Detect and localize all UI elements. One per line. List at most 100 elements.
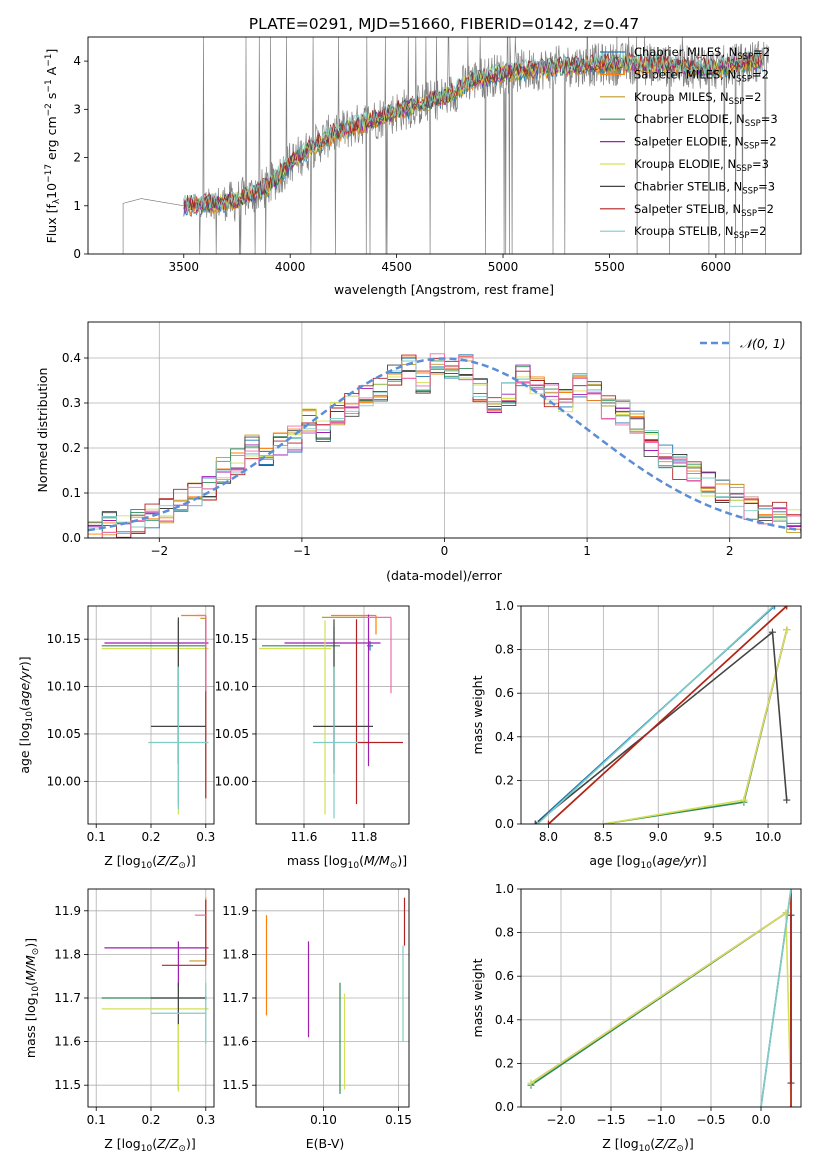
legend-label-6: Chabrier STELIB, NSSP=3 [634, 179, 775, 196]
weight-vs-Z-xtick-label-3: −0.5 [696, 1113, 725, 1127]
spectrum-xtick-label-0: 3500 [169, 260, 200, 274]
mass-vs-ebv-xlabel: E(B-V) [306, 1136, 345, 1151]
mass-vs-Z-ylabel: mass [log10(M/M⊙)] [23, 938, 41, 1058]
weight-vs-age-ytick-label-3: 0.6 [495, 686, 514, 700]
residuals-xtick-label-2: 0 [441, 544, 449, 558]
weight-vs-age-plot-area [521, 606, 801, 824]
age-vs-Z-ylabel: age [log10(age/yr)] [17, 656, 35, 773]
mass-vs-ebv-xtick-label-1: 0.15 [385, 1113, 412, 1127]
residuals-xtick-label-3: 1 [583, 544, 591, 558]
mass-vs-Z-ytick-label-3: 11.8 [54, 947, 81, 961]
age-vs-mass-ytick-label-0: 10.00 [215, 774, 249, 788]
figure-title: PLATE=0291, MJD=51660, FIBERID=0142, z=0… [249, 15, 639, 33]
residuals-ytick-label-2: 0.2 [62, 441, 81, 455]
mass-vs-ebv-panel: 0.10 0.15 11.5 11.6 11.7 11.8 11.9 E(B-V) [222, 888, 412, 1151]
age-vs-mass-axes: 11.6 11.8 10.00 10.05 10.10 10.15 [215, 605, 410, 844]
age-vs-Z-xlabel: Z [log10(Z/Z⊙)] [104, 853, 195, 871]
weight-vs-Z-ytick-label-0: 0.0 [495, 1100, 514, 1114]
residuals-legend: 𝒩(0, 1) [700, 336, 786, 351]
age-vs-mass-ytick-label-3: 10.15 [215, 632, 249, 646]
weight-vs-age-panel: 8.0 8.5 9.0 9.5 10.0 0.0 0.2 0.4 0.6 0.8 1.0 age [… [470, 599, 802, 871]
age-vs-mass-plot-area [256, 606, 409, 824]
age-vs-mass-frame [255, 605, 410, 825]
age-vs-Z-axes: 0.1 0.2 0.3 10.00 10.05 10.10 10.15 [47, 605, 215, 844]
mass-vs-ebv-ytick-label-2: 11.7 [222, 991, 249, 1005]
weight-vs-Z-xtick-label-1: −1.5 [596, 1113, 625, 1127]
legend-label-4: Salpeter ELODIE, NSSP=2 [634, 135, 777, 152]
age-vs-Z-ytick-label-2: 10.10 [47, 680, 81, 694]
residuals-axes: −2 −1 0 1 2 0.0 0.1 0.2 0.3 0.4 [62, 321, 802, 558]
legend-label-8: Kroupa STELIB, NSSP=2 [634, 224, 766, 241]
age-vs-mass-ytick-label-1: 10.05 [215, 727, 249, 741]
spectrum-ytick-label-4: 4 [73, 54, 81, 68]
mass-vs-Z-ytick-label-1: 11.6 [54, 1035, 81, 1049]
weight-vs-age-xtick-label-0: 8.0 [539, 830, 558, 844]
mass-vs-ebv-xtick-label-0: 0.10 [310, 1113, 337, 1127]
weight-vs-age-axes: 8.0 8.5 9.0 9.5 10.0 0.0 0.2 0.4 0.6 0.8 1.0 [495, 599, 802, 844]
weight-vs-Z-xtick-label-2: −1.0 [646, 1113, 675, 1127]
model-spectrum-salpeter-stelib [183, 50, 763, 211]
spectrum-frame [87, 36, 802, 255]
residuals-plot-area [88, 322, 801, 538]
residuals-xtick-label-0: −2 [150, 544, 168, 558]
legend-label-7: Salpeter STELIB, NSSP=2 [634, 202, 774, 219]
normal-curve [88, 357, 801, 532]
spectrum-xtick-label-1: 4000 [275, 260, 306, 274]
legend-label-0: Chabrier MILES, NSSP=2 [634, 45, 770, 62]
residuals-ylabel: Normed distribution [35, 368, 50, 493]
weight-vs-age-marker-6-1 [768, 628, 776, 636]
weight-vs-age-ytick-label-2: 0.4 [495, 730, 514, 744]
residuals-xlabel: (data-model)/error [386, 568, 503, 583]
spectrum-ytick-label-1: 1 [73, 199, 81, 213]
age-vs-mass-xtick-label-1: 11.8 [351, 830, 378, 844]
weight-vs-Z-xlabel: Z [log10(Z/Z⊙)] [602, 1136, 693, 1154]
age-vs-Z-xtick-label-1: 0.2 [141, 830, 160, 844]
weight-vs-age-xtick-label-1: 8.5 [594, 830, 613, 844]
weight-vs-age-ytick-label-4: 0.8 [495, 643, 514, 657]
residuals-ytick-label-4: 0.4 [62, 351, 81, 365]
age-vs-mass-xlabel: mass [log10(M/M⊙)] [287, 853, 407, 871]
weight-vs-age-marker-8-0 [533, 820, 541, 824]
weight-vs-age-ytick-label-0: 0.0 [495, 817, 514, 831]
residual-hist-extra_pink [88, 353, 801, 538]
weight-vs-Z-axes: −2.0 −1.5 −1.0 −0.5 0.0 0.0 0.2 0.4 0.6 0.8 1.0 [495, 882, 802, 1127]
spectrum-legend: Chabrier MILES, NSSP=2 Salpeter MILES, NS… [600, 45, 778, 241]
weight-vs-age-ytick-label-1: 0.2 [495, 773, 514, 787]
weight-vs-age-xtick-label-4: 10.0 [755, 830, 782, 844]
age-vs-Z-xtick-label-2: 0.3 [196, 830, 215, 844]
mass-vs-ebv-plot-area [256, 889, 409, 1107]
spectrum-xtick-label-5: 6000 [701, 260, 732, 274]
weight-vs-age-marker-6-0 [531, 820, 539, 824]
residuals-ytick-label-3: 0.3 [62, 396, 81, 410]
mass-vs-ebv-ytick-label-4: 11.9 [222, 904, 249, 918]
spectrum-ytick-label-0: 0 [73, 247, 81, 261]
weight-vs-age-marker-0-1 [771, 606, 779, 610]
weight-vs-age-marker-5-2 [783, 626, 791, 634]
weight-vs-age-xlabel: age [log10(age/yr)] [589, 853, 706, 871]
mass-vs-ebv-ytick-label-3: 11.8 [222, 947, 249, 961]
spectrum-xtick-label-2: 4500 [381, 260, 412, 274]
spectrum-plot-area [122, 37, 770, 254]
age-vs-mass-panel: 11.6 11.8 10.00 10.05 10.10 10.15 mass [log10… [215, 605, 410, 871]
residuals-xtick-label-1: −1 [293, 544, 311, 558]
weight-vs-age-frame [520, 605, 802, 825]
residuals-ytick-label-1: 0.1 [62, 486, 81, 500]
weight-vs-age-marker-5-0 [599, 820, 607, 824]
mass-vs-ebv-ytick-label-1: 11.6 [222, 1035, 249, 1049]
mass-vs-Z-ytick-label-2: 11.7 [54, 991, 81, 1005]
age-vs-Z-ytick-label-3: 10.15 [47, 632, 81, 646]
age-vs-mass-ytick-label-2: 10.10 [215, 680, 249, 694]
weight-vs-age-ylabel: mass weight [470, 675, 485, 754]
weight-vs-Z-ytick-label-1: 0.2 [495, 1056, 514, 1070]
age-vs-Z-xtick-label-0: 0.1 [87, 830, 106, 844]
model-spectrum-kroupa-stelib [183, 50, 763, 211]
spectrum-panel: 3500 4000 4500 5000 5500 6000 0 1 2 3 4 wavelength… [44, 36, 802, 297]
age-vs-Z-plot-area [88, 606, 214, 824]
weight-vs-Z-marker-7-0 [787, 1103, 795, 1107]
spectrum-ylabel: Flux [fλ10−17 erg cm−2 s−1 A−1] [44, 49, 62, 244]
spectrum-xtick-label-4: 5500 [594, 260, 625, 274]
age-vs-mass-xtick-label-0: 11.6 [291, 830, 318, 844]
residuals-panel: −2 −1 0 1 2 0.0 0.1 0.2 0.3 0.4 (data-model)/erro… [35, 321, 802, 583]
